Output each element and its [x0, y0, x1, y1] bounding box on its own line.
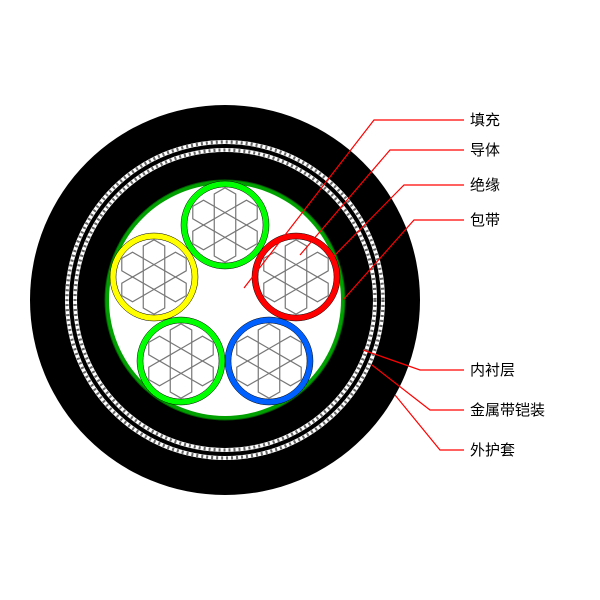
core-left-upper	[110, 233, 198, 321]
label-1: 导体	[470, 142, 500, 159]
label-5: 金属带铠装	[470, 402, 545, 419]
core-right-lower	[225, 317, 313, 405]
label-2: 绝缘	[470, 177, 500, 194]
label-4: 内衬层	[470, 362, 515, 379]
cable-diagram: 填充导体绝缘包带内衬层金属带铠装外护套	[0, 0, 600, 600]
label-6: 外护套	[470, 442, 515, 459]
label-3: 包带	[470, 212, 500, 229]
core-top	[181, 181, 269, 269]
core-right-upper	[252, 233, 340, 321]
core-left-lower	[137, 317, 225, 405]
label-0: 填充	[470, 112, 500, 129]
